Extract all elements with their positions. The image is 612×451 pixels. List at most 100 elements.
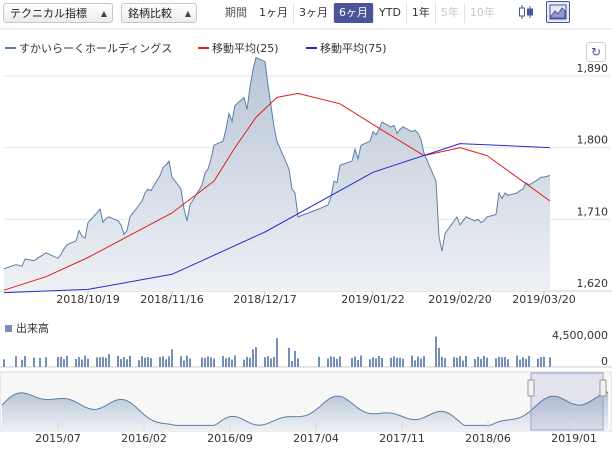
- navigator-label: 2015/07: [35, 432, 81, 445]
- volume-bar: [129, 355, 131, 367]
- navigator-label: 2019/01: [551, 432, 597, 445]
- volume-tick-label: 4,500,000: [552, 329, 608, 342]
- x-tick-label: 2018/11/16: [140, 293, 203, 306]
- volume-bar: [291, 361, 293, 367]
- navigator-label: 2017/11: [379, 432, 425, 445]
- volume-bar: [249, 357, 251, 367]
- volume-bar: [375, 358, 377, 367]
- y-tick-label: 1,890: [577, 62, 609, 75]
- volume-bar: [183, 360, 185, 367]
- range-1m-button[interactable]: 1ヶ月: [254, 3, 294, 23]
- volume-bar: [294, 351, 296, 367]
- compare-select-label: 銘柄比較: [128, 7, 172, 20]
- indicator-select-label: テクニカル指標: [10, 7, 87, 20]
- volume-bar: [417, 356, 419, 367]
- range-3m-button[interactable]: 3ヶ月: [294, 3, 334, 23]
- volume-bar: [477, 356, 479, 367]
- range-10y-button: 10年: [469, 6, 495, 19]
- volume-bar: [189, 358, 191, 367]
- navigator-label: 2017/04: [293, 432, 339, 445]
- volume-bar: [378, 356, 380, 367]
- volume-bar: [99, 357, 101, 367]
- volume-bar: [519, 359, 521, 367]
- volume-bar: [390, 357, 392, 367]
- volume-bar: [474, 359, 476, 367]
- y-tick-label: 1,620: [577, 277, 609, 290]
- volume-bar: [3, 359, 5, 367]
- volume-bar: [360, 355, 362, 367]
- navigator-handle-right[interactable]: [599, 379, 607, 397]
- volume-bar: [333, 356, 335, 367]
- area-chart-button[interactable]: [546, 1, 570, 23]
- volume-bar: [486, 357, 488, 367]
- volume-bar: [222, 356, 224, 367]
- volume-bar: [270, 358, 272, 367]
- compare-select[interactable]: 銘柄比較 ▲: [121, 3, 197, 23]
- x-tick-label: 2019/03/20: [512, 293, 575, 306]
- volume-bar: [120, 359, 122, 367]
- legend-item-ma25[interactable]: 移動平均(25): [198, 41, 279, 55]
- price-series-line: [3, 56, 551, 270]
- volume-tick-label: 0: [601, 355, 608, 368]
- volume-bar: [411, 355, 413, 367]
- volume-bar: [549, 357, 551, 367]
- volume-bar: [186, 355, 188, 367]
- volume-bar: [126, 359, 128, 367]
- indicator-select[interactable]: テクニカル指標 ▲: [3, 3, 113, 23]
- navigator-handle-left[interactable]: [527, 379, 535, 397]
- volume-bar: [495, 358, 497, 367]
- volume-bar: [144, 357, 146, 367]
- volume-bar: [138, 360, 140, 367]
- volume-bar: [171, 349, 173, 367]
- navigator-line: [1, 391, 609, 426]
- volume-bar: [438, 347, 440, 367]
- volume-bar: [108, 354, 110, 367]
- volume-bar: [276, 338, 278, 367]
- volume-bar: [516, 355, 518, 367]
- area-chart-icon: [549, 4, 567, 20]
- volume-bar: [420, 358, 422, 367]
- volume-bar: [21, 359, 23, 367]
- volume-label: 出来高: [5, 320, 49, 336]
- ma25-series-line: [3, 92, 551, 291]
- volume-bar: [84, 355, 86, 367]
- legend-swatch: [5, 324, 12, 332]
- volume-bar: [522, 357, 524, 367]
- legend-item-ma75[interactable]: 移動平均(75): [306, 41, 387, 55]
- volume-bar: [456, 357, 458, 367]
- x-tick-label: 2018/10/19: [56, 293, 119, 306]
- volume-bar: [462, 360, 464, 367]
- volume-bar: [435, 336, 437, 367]
- range-selector: 1ヶ月 3ヶ月 6ヶ月 YTD 1年 5年 10年: [254, 3, 500, 23]
- volume-bar: [336, 358, 338, 367]
- volume-bar: [540, 357, 542, 367]
- range-1y-button[interactable]: 1年: [407, 3, 436, 23]
- legend-label: すかいらーくホールディングス: [19, 42, 173, 55]
- legend-item-price[interactable]: すかいらーくホールディングス: [5, 41, 172, 55]
- y-tick-label: 1,800: [577, 134, 609, 147]
- range-ytd-button[interactable]: YTD: [374, 3, 407, 23]
- candlestick-chart-button[interactable]: [514, 1, 538, 23]
- volume-bar: [96, 357, 98, 367]
- volume-bar: [354, 356, 356, 367]
- volume-bar: [423, 356, 425, 367]
- volume-bar: [210, 357, 212, 367]
- range-6m-button[interactable]: 6ヶ月: [334, 3, 374, 23]
- volume-bar: [33, 357, 35, 367]
- navigator-selection[interactable]: [530, 372, 604, 431]
- volume-bar: [507, 359, 509, 367]
- volume-bar: [225, 358, 227, 367]
- volume-bar: [243, 359, 245, 367]
- select-arrows-icon: ▲: [100, 9, 107, 18]
- volume-bar: [402, 358, 404, 367]
- volume-bar: [141, 356, 143, 367]
- price-area-fill: [4, 57, 550, 291]
- refresh-button[interactable]: ↻: [586, 42, 606, 62]
- volume-bar: [369, 359, 371, 367]
- volume-bar: [168, 356, 170, 367]
- volume-bar: [264, 357, 266, 367]
- volume-bar: [165, 359, 167, 367]
- volume-bar: [228, 357, 230, 367]
- volume-bar: [483, 356, 485, 367]
